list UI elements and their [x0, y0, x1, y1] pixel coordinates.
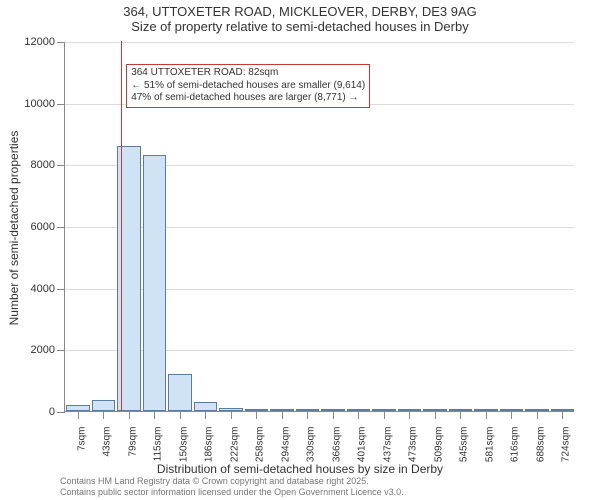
highlight-line — [121, 41, 122, 411]
footer-line-1: Contains HM Land Registry data © Crown c… — [60, 476, 404, 487]
y-tick-label: 2000 — [31, 344, 65, 356]
x-tick-label: 79sqm — [127, 417, 138, 457]
x-tick-label: 150sqm — [178, 417, 189, 463]
histogram-bar — [143, 155, 167, 411]
x-tick-label: 330sqm — [306, 417, 317, 463]
y-tick-label: 6000 — [31, 221, 65, 233]
annotation-line-2: ← 51% of semi-detached houses are smalle… — [131, 80, 365, 93]
x-tick-label: 294sqm — [280, 417, 291, 463]
histogram-chart: 0200040006000800010000120007sqm43sqm79sq… — [64, 42, 574, 412]
gridline — [65, 165, 574, 166]
x-tick-label: 724sqm — [561, 417, 572, 463]
x-tick-label: 7sqm — [76, 417, 87, 451]
x-tick-label: 222sqm — [229, 417, 240, 463]
gridline — [65, 350, 574, 351]
annotation-box: 364 UTTOXETER ROAD: 82sqm← 51% of semi-d… — [126, 64, 370, 108]
chart-footer: Contains HM Land Registry data © Crown c… — [60, 476, 404, 498]
annotation-line-1: 364 UTTOXETER ROAD: 82sqm — [131, 67, 365, 80]
plot-area: 0200040006000800010000120007sqm43sqm79sq… — [64, 42, 574, 412]
x-tick-label: 186sqm — [204, 417, 215, 463]
y-tick-label: 10000 — [24, 98, 65, 110]
page-subtitle: Size of property relative to semi-detach… — [0, 19, 600, 38]
x-tick-label: 473sqm — [408, 417, 419, 463]
x-tick-label: 401sqm — [357, 417, 368, 463]
x-tick-label: 258sqm — [255, 417, 266, 463]
x-tick-label: 115sqm — [153, 417, 164, 462]
x-tick-label: 581sqm — [484, 417, 495, 463]
x-tick-label: 437sqm — [382, 417, 393, 463]
y-tick-label: 0 — [49, 406, 65, 418]
page-title: 364, UTTOXETER ROAD, MICKLEOVER, DERBY, … — [0, 0, 600, 19]
annotation-line-3: 47% of semi-detached houses are larger (… — [131, 92, 365, 105]
y-tick-label: 8000 — [31, 159, 65, 171]
histogram-bar — [168, 374, 192, 411]
x-tick-label: 545sqm — [459, 417, 470, 463]
y-axis-label: Number of semi-detached properties — [7, 131, 21, 326]
x-tick-label: 43sqm — [102, 417, 113, 457]
histogram-bar — [92, 400, 116, 411]
gridline — [65, 227, 574, 228]
x-tick-label: 616sqm — [510, 417, 521, 463]
gridline — [65, 42, 574, 43]
y-tick-label: 4000 — [31, 283, 65, 295]
y-tick-label: 12000 — [24, 36, 65, 48]
x-tick-label: 509sqm — [433, 417, 444, 463]
footer-line-2: Contains public sector information licen… — [60, 487, 404, 498]
x-tick-label: 688sqm — [535, 417, 546, 463]
x-axis-label: Distribution of semi-detached houses by … — [0, 462, 600, 476]
histogram-bar — [194, 402, 218, 411]
gridline — [65, 289, 574, 290]
x-tick-label: 366sqm — [331, 417, 342, 463]
